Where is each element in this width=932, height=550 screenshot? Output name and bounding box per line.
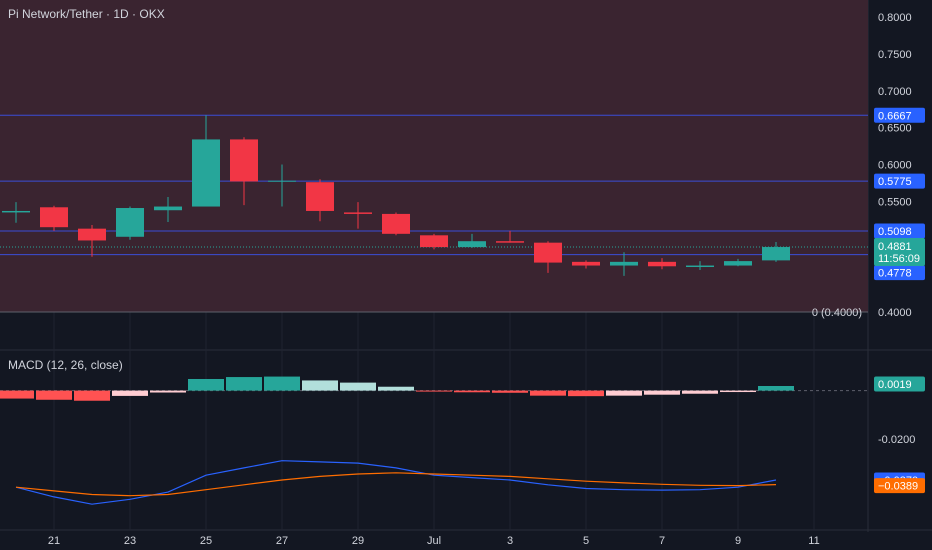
macd-histogram-bar[interactable]	[606, 390, 642, 396]
candle-body[interactable]	[382, 213, 410, 234]
candle-body[interactable]	[78, 228, 106, 241]
macd-signal-tag-bg	[874, 478, 925, 494]
macd-histogram-bar[interactable]	[530, 390, 566, 396]
level-tag: 0.4778	[878, 268, 912, 280]
candle-body[interactable]	[116, 208, 144, 237]
candle-body[interactable]	[724, 261, 752, 266]
time-tick-label: 5	[583, 535, 589, 547]
time-tick-label: 29	[352, 535, 364, 547]
macd-histogram-bar[interactable]	[150, 390, 186, 393]
macd-histogram-bar[interactable]	[416, 390, 452, 392]
candle-body[interactable]	[686, 265, 714, 268]
zero-line-label: 0 (0.4000)	[812, 307, 862, 319]
candle-body[interactable]	[648, 261, 676, 267]
price-tick-label: 0.6000	[878, 160, 912, 172]
candle-body[interactable]	[534, 242, 562, 263]
signal-line[interactable]	[15, 472, 777, 497]
time-tick-label: Jul	[427, 535, 441, 547]
macd-histogram-bar[interactable]	[340, 382, 376, 391]
macd-histogram-bar[interactable]	[0, 390, 34, 399]
macd-line[interactable]	[15, 460, 777, 505]
macd-histogram-tag: 0.0019	[878, 379, 912, 391]
level-tag-bg	[874, 265, 925, 281]
level-tag: 0.6667	[878, 110, 912, 122]
candle-body[interactable]	[458, 241, 486, 248]
candle-body[interactable]	[2, 210, 30, 213]
macd-histogram-bar[interactable]	[74, 390, 110, 401]
last-price-tag: 0.4881	[878, 241, 912, 253]
candle-body[interactable]	[344, 212, 372, 214]
candle-body[interactable]	[306, 182, 334, 211]
level-tag-bg	[874, 107, 925, 123]
candle-body[interactable]	[762, 247, 790, 261]
last-price-tag-bg	[874, 238, 925, 267]
candle-body[interactable]	[230, 139, 258, 182]
macd-histogram-bar[interactable]	[568, 390, 604, 397]
macd-histogram-bar[interactable]	[492, 390, 528, 393]
price-tick-label: 0.7000	[878, 86, 912, 98]
macd-histogram-bar[interactable]	[454, 390, 490, 393]
candle-body[interactable]	[192, 139, 220, 207]
macd-signal-tag: −0.0389	[878, 481, 918, 493]
macd-histogram-bar[interactable]	[112, 390, 148, 396]
price-tick-label: 0.5500	[878, 196, 912, 208]
time-tick-label: 23	[124, 535, 136, 547]
macd-histogram-bar[interactable]	[720, 390, 756, 393]
candle-body[interactable]	[268, 180, 296, 182]
time-tick-label: 11	[808, 535, 819, 547]
bar-countdown: 11:56:09	[878, 253, 920, 265]
level-tag-bg	[874, 223, 925, 239]
price-tick-label: 0.4000	[878, 307, 912, 319]
price-tick-label: 0.7500	[878, 49, 912, 61]
time-tick-label: 25	[200, 535, 212, 547]
macd-histogram-bar[interactable]	[302, 380, 338, 391]
candle-body[interactable]	[154, 206, 182, 211]
candle-body[interactable]	[572, 261, 600, 266]
macd-histogram-bar[interactable]	[682, 390, 718, 394]
level-tag: 0.5775	[878, 176, 912, 188]
macd-histogram-bar[interactable]	[644, 390, 680, 395]
macd-histogram-tag-bg	[874, 376, 925, 392]
candle-body[interactable]	[40, 207, 68, 228]
price-tick-label: 0.8000	[878, 12, 912, 24]
candle-body[interactable]	[420, 235, 448, 248]
time-tick-label: 9	[735, 535, 741, 547]
macd-histogram-bar[interactable]	[188, 378, 224, 391]
time-tick-label: 21	[48, 535, 60, 547]
macd-histogram-bar[interactable]	[36, 390, 72, 400]
macd-histogram-bar[interactable]	[758, 386, 794, 391]
candle-body[interactable]	[610, 261, 638, 266]
chart-title: Pi Network/Tether · 1D · OKX	[8, 7, 165, 21]
macd-histogram-bar[interactable]	[378, 386, 414, 391]
candle-body[interactable]	[496, 241, 524, 243]
time-tick-label: 3	[507, 535, 513, 547]
time-tick-label: 27	[276, 535, 288, 547]
macd-histogram-bar[interactable]	[264, 376, 300, 391]
level-tag-bg	[874, 173, 925, 189]
price-zone	[0, 0, 868, 312]
price-tick-label: 0.6500	[878, 123, 912, 135]
macd-tick-label: -0.0200	[878, 434, 915, 446]
level-tag: 0.5098	[878, 226, 912, 238]
time-tick-label: 7	[659, 535, 665, 547]
macd-title: MACD (12, 26, close)	[8, 358, 123, 372]
macd-histogram-bar[interactable]	[226, 377, 262, 391]
